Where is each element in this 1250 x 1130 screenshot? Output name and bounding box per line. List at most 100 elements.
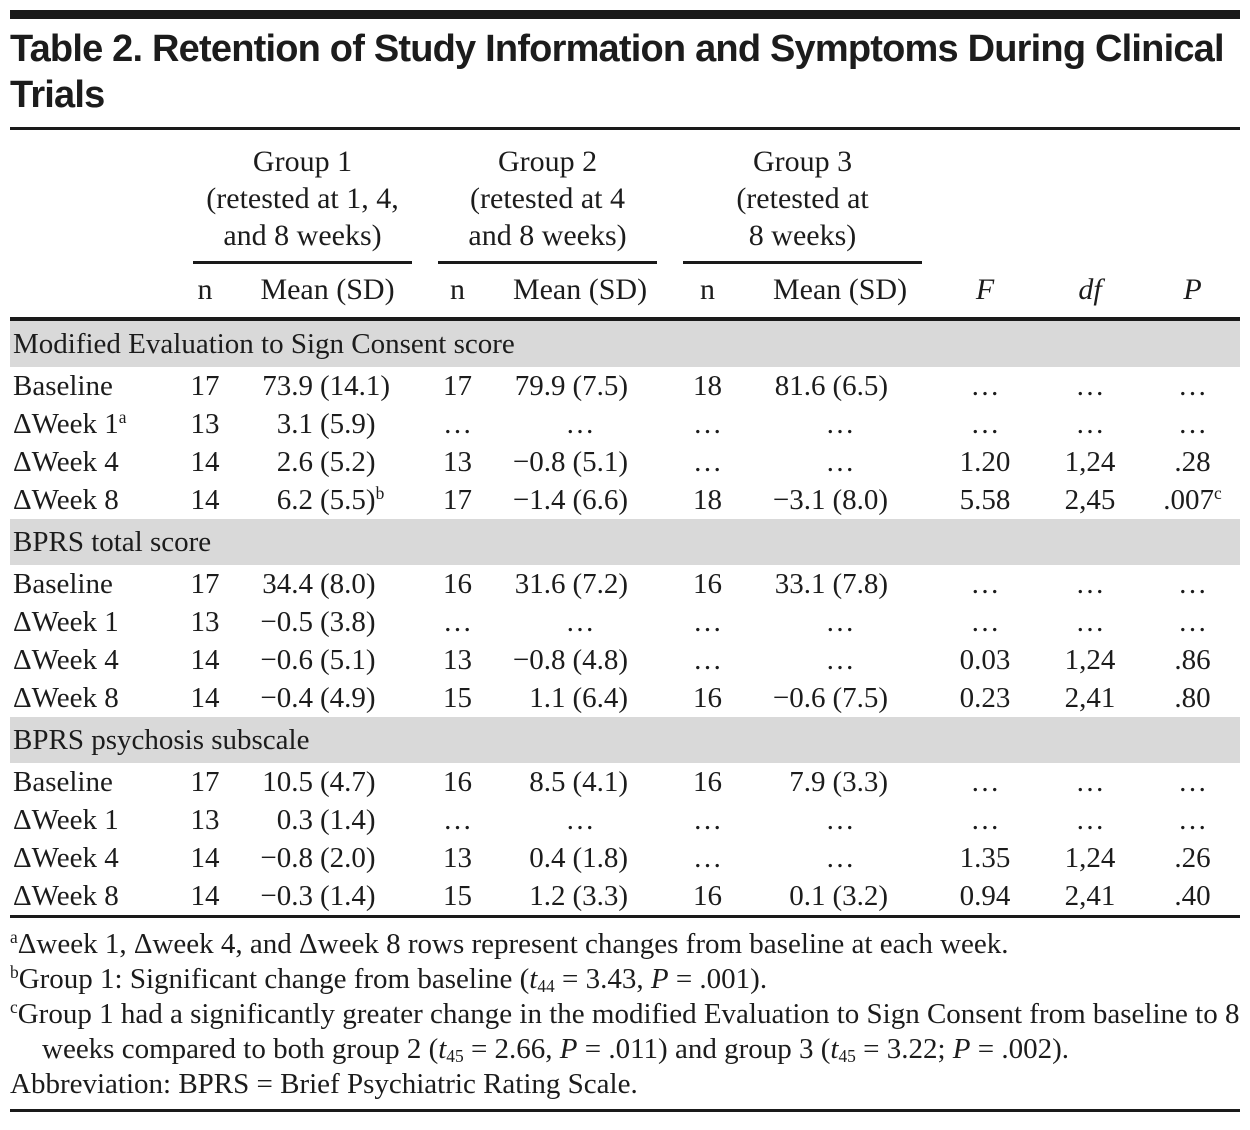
sd-value: (3.3) <box>572 880 629 912</box>
section-header-row: Modified Evaluation to Sign Consent scor… <box>10 319 1241 367</box>
subscript: 44 <box>537 976 555 997</box>
mean-sd-value: 33.1 (7.8) <box>745 565 935 603</box>
group1-header-text: Group 1 (retested at 1, 4, and 8 weeks) <box>193 133 413 264</box>
results-table: Group 1 (retested at 1, 4, and 8 weeks) … <box>10 132 1241 918</box>
mean-sd-value: −1.4 (6.6) <box>490 481 670 519</box>
footnote-text: Δweek 1, Δweek 4, and Δweek 8 rows repre… <box>17 928 1009 960</box>
mean-sd-value: 3.1 (5.9) <box>230 405 425 443</box>
mean-value: 1.2 <box>529 880 566 912</box>
n-value: 16 <box>693 568 723 600</box>
mean-value: 0.4 <box>529 842 566 874</box>
mean-sd-value: … <box>565 408 595 440</box>
mean-value: 8.5 <box>529 766 566 798</box>
mean-sd-value: 79.9 (7.5) <box>490 367 670 405</box>
row-label: ΔWeek 4 <box>13 842 119 874</box>
mean-value: 2.6 <box>276 446 313 478</box>
group1-n-column-header: n <box>180 265 230 321</box>
header-spacer <box>10 265 180 321</box>
mean-value: −1.4 <box>512 484 566 516</box>
mean-sd-value: … <box>825 446 855 478</box>
mean-sd-value: 81.6 (6.5) <box>745 367 935 405</box>
group-header-row: Group 1 (retested at 1, 4, and 8 weeks) … <box>10 132 1240 265</box>
n-value: … <box>693 408 723 440</box>
subscript: 45 <box>838 1046 856 1067</box>
bottom-rule <box>10 1109 1240 1112</box>
df-value: 1,24 <box>1064 644 1116 676</box>
n-value: 14 <box>190 682 220 714</box>
footnote-text: = 3.22; <box>855 1033 953 1065</box>
row-label: ΔWeek 1 <box>13 606 119 638</box>
mean-sd-value: −0.8 (5.1) <box>490 443 670 481</box>
f-value: … <box>970 766 1000 798</box>
header-spacer <box>935 132 1240 265</box>
group2-n-column-header: n <box>425 265 491 321</box>
n-value: … <box>693 644 723 676</box>
mean-sd-value: 6.2 (5.5)b <box>230 481 425 519</box>
header-spacer <box>10 132 180 265</box>
df-value: 2,41 <box>1064 682 1116 714</box>
n-value: 13 <box>443 842 473 874</box>
n-value: 13 <box>443 446 473 478</box>
f-value: 1.35 <box>959 842 1011 874</box>
mean-value: 0.1 <box>789 880 826 912</box>
footnote-text: Group 1: Significant change from baselin… <box>18 963 530 995</box>
f-value: … <box>970 568 1000 600</box>
n-value: 15 <box>443 682 473 714</box>
p-value: … <box>1178 606 1208 638</box>
df-value: … <box>1075 606 1105 638</box>
mean-sd-value: 31.6 (7.2) <box>490 565 670 603</box>
mean-sd-value: −3.1 (8.0) <box>745 481 935 519</box>
footnote-marker-ref: a <box>118 407 127 428</box>
subscript: 45 <box>446 1046 464 1067</box>
df-value: … <box>1075 766 1105 798</box>
mean-sd-value: … <box>825 842 855 874</box>
mean-value: 33.1 <box>774 568 826 600</box>
row-label: ΔWeek 4 <box>13 644 119 676</box>
sd-value: (1.4) <box>320 804 376 836</box>
sd-value: (6.6) <box>572 484 629 516</box>
mean-sd-value: … <box>565 606 595 638</box>
n-value: 16 <box>693 766 723 798</box>
table-row: ΔWeek 8 14 −0.4 (4.9) 15 1.1 (6.4) 16 −0.6 (7.5) 0… <box>10 679 1240 717</box>
mean-sd-value: 10.5 (4.7) <box>230 763 425 801</box>
sd-value: (7.5) <box>572 370 629 402</box>
section-header: Modified Evaluation to Sign Consent scor… <box>10 319 1241 367</box>
footnote-marker: c <box>10 997 18 1018</box>
group2-mean-sd-column-header: Mean (SD) <box>490 265 671 321</box>
f-value: 0.94 <box>959 880 1011 912</box>
mean-sd-value: 8.5 (4.1) <box>490 763 670 801</box>
n-value: … <box>443 606 473 638</box>
mean-value: 1.1 <box>529 682 566 714</box>
sd-value: (5.1) <box>320 644 376 676</box>
n-value: 14 <box>190 644 220 676</box>
sd-value: (5.5)b <box>320 483 385 516</box>
table-row: ΔWeek 1 13 0.3 (1.4)………………… <box>10 801 1240 839</box>
table-row: ΔWeek 1a 13 3.1 (5.9)………………… <box>10 405 1240 443</box>
mean-sd-value: −0.6 (7.5) <box>745 679 935 717</box>
stat-symbol: t <box>830 1033 839 1065</box>
p-column-header: P <box>1145 265 1241 321</box>
n-value: … <box>693 446 723 478</box>
mean-sd-value: … <box>825 804 855 836</box>
n-value: 17 <box>443 370 473 402</box>
n-value: 14 <box>190 842 220 874</box>
footnotes: aΔweek 1, Δweek 4, and Δweek 8 rows repr… <box>10 927 1240 1102</box>
footnote-text: = 3.43, <box>554 963 651 995</box>
p-value: … <box>1178 370 1208 402</box>
df-value: 1,24 <box>1064 446 1116 478</box>
group2-header: Group 2 (retested at 4 and 8 weeks) <box>425 132 670 265</box>
p-value: .007c <box>1163 483 1222 516</box>
footnote: Abbreviation: BPRS = Brief Psychiatric R… <box>10 1067 1240 1102</box>
mean-sd-value: 0.1 (3.2) <box>745 877 935 917</box>
table-row: ΔWeek 8 14 −0.3 (1.4) 15 1.2 (3.3) 16 0.1 (3.2) 0.… <box>10 877 1240 917</box>
df-value: … <box>1075 804 1105 836</box>
sd-value: (5.2) <box>320 446 376 478</box>
sd-value: (6.5) <box>832 370 889 402</box>
n-value: 17 <box>443 484 473 516</box>
table-row: ΔWeek 4 14 2.6 (5.2) 13 −0.8 (5.1) … … 1.20 1,24 .2… <box>10 443 1240 481</box>
row-label: Baseline <box>13 766 113 798</box>
mean-value: −0.3 <box>260 880 313 912</box>
n-value: 15 <box>443 880 473 912</box>
f-value: 1.20 <box>959 446 1011 478</box>
df-value: … <box>1075 568 1105 600</box>
